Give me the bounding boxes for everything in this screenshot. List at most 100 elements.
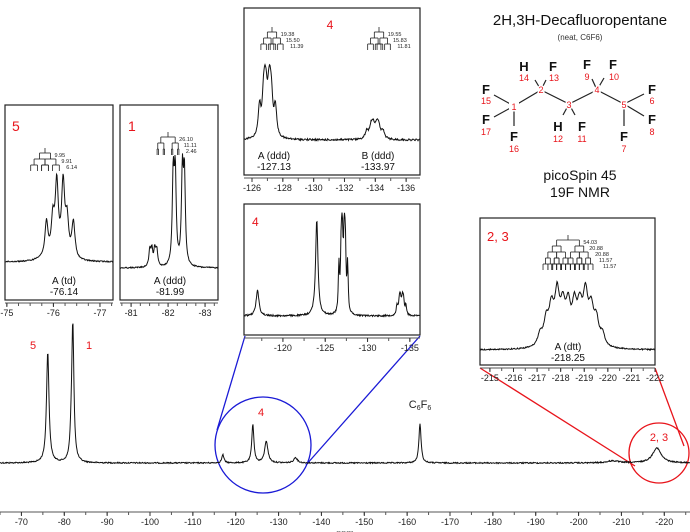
inset-label-1: 1 xyxy=(128,118,136,134)
atom-number: 9 xyxy=(584,72,589,82)
zoom-indicator-23 xyxy=(479,367,690,484)
inset-1-tick-label: -82 xyxy=(162,308,175,318)
zoom-line xyxy=(305,335,421,466)
main-spectrum-tick-label: -160 xyxy=(398,517,416,527)
inset-1-trace xyxy=(119,153,219,270)
bond xyxy=(534,79,542,91)
main-spectrum-tick-label: -220 xyxy=(655,517,673,527)
zoom-line xyxy=(654,367,685,447)
peak-label-23: 2, 3 xyxy=(650,432,668,444)
inset-4b-trace xyxy=(243,212,421,318)
main-spectrum-tick-label: -110 xyxy=(184,517,201,527)
atom-f13: F xyxy=(549,59,557,74)
peak-label-c6f6: C6F6 xyxy=(409,399,432,412)
coupling-constant: 11.81 xyxy=(397,44,410,50)
main-spectrum-trace xyxy=(0,323,690,465)
atom-f16: F xyxy=(510,129,518,144)
zoom-line xyxy=(479,367,636,467)
inset-4a-tick-label: -136 xyxy=(397,183,415,193)
experiment-label: 19F NMR xyxy=(550,184,610,200)
main-spectrum-tick-label: -140 xyxy=(312,517,330,527)
carbon-number-4: 4 xyxy=(594,85,599,95)
zoom-circle-23 xyxy=(628,422,690,484)
main-spectrum-tick-label: -200 xyxy=(570,517,588,527)
inset-23-tick-label: -219 xyxy=(575,373,593,383)
inset-label-23: 2, 3 xyxy=(487,229,509,244)
inset-4b-tick-label: -135 xyxy=(401,343,419,353)
inset-5-tick-label: -77 xyxy=(93,308,106,318)
coupling-constant: 54.03 xyxy=(583,240,597,246)
bond xyxy=(591,78,598,91)
peak-label-1: 1 xyxy=(86,340,92,352)
x-axis-label: ppm xyxy=(336,528,354,532)
peak-label-4: 4 xyxy=(258,407,264,419)
atom-number: 17 xyxy=(481,127,491,137)
bond xyxy=(540,79,547,91)
instrument-label: picoSpin 45 xyxy=(543,167,616,183)
coupling-constant: 11.57 xyxy=(599,258,612,264)
inset-4a-tick-label: -134 xyxy=(366,183,384,193)
inset-1-tick-label: -83 xyxy=(199,308,212,318)
inset-4a-tick-label: -128 xyxy=(274,183,292,193)
coupling-constant: 20.88 xyxy=(595,252,609,258)
solvent-subtitle: (neat, C6F6) xyxy=(558,33,603,42)
inset-4b-tick-label: -130 xyxy=(359,343,377,353)
bond xyxy=(623,103,645,117)
coupling-constant: 11.11 xyxy=(184,143,197,149)
inset-5-tick-label: -75 xyxy=(0,308,13,318)
atom-f15: F xyxy=(482,82,490,97)
shift-5: -76.14 xyxy=(50,287,79,298)
inset-1-tick-label: -81 xyxy=(125,308,138,318)
zoom-line xyxy=(216,335,246,431)
carbon-number-1: 1 xyxy=(511,102,516,112)
coupling-constant: 19.55 xyxy=(388,32,402,38)
atom-number: 12 xyxy=(553,134,563,144)
inset-23-tick-label: -217 xyxy=(528,373,546,383)
shift-23: -218.25 xyxy=(551,353,585,364)
inset-5-trace xyxy=(4,172,114,263)
multiplicity-23: A (dtt) xyxy=(555,342,582,353)
atom-f9: F xyxy=(583,57,591,72)
main-spectrum-tick-label: -210 xyxy=(612,517,630,527)
coupling-constant: 11.39 xyxy=(290,44,303,50)
atom-number: 15 xyxy=(481,96,491,106)
inset-23-tick-label: -222 xyxy=(646,373,664,383)
multiplicity-1: A (ddd) xyxy=(154,276,186,287)
shift-1: -81.99 xyxy=(156,287,185,298)
atoms: H14 F13 F15 F17 F16 H12 F11 F9 F10 F6 F8… xyxy=(481,57,656,154)
bond xyxy=(596,77,605,91)
bond xyxy=(562,103,570,116)
atom-f7: F xyxy=(620,129,628,144)
inset-4b-frame xyxy=(243,203,421,336)
inset-5-frame xyxy=(4,104,114,301)
inset-23-trace xyxy=(479,280,656,352)
inset-label-5: 5 xyxy=(12,118,20,134)
carbon-number-3: 3 xyxy=(566,100,571,110)
coupling-constant: 6.14 xyxy=(66,165,77,171)
coupling-constant: 2.46 xyxy=(186,149,197,155)
zoom-circle-4 xyxy=(214,396,312,494)
inset-4a-frame xyxy=(243,7,421,176)
shift-4a: -127.13 xyxy=(257,162,291,173)
main-spectrum-tick-label: -190 xyxy=(527,517,545,527)
main-spectrum-tick-label: -180 xyxy=(484,517,502,527)
inset-4a-tick-label: -130 xyxy=(305,183,323,193)
coupling-constant: 9.91 xyxy=(61,159,72,165)
shift-4b: -133.97 xyxy=(361,162,395,173)
bond-c2-c3 xyxy=(540,89,570,105)
carbon-numbers: 1 2 3 4 5 xyxy=(509,84,628,114)
main-spectrum-tick-label: -90 xyxy=(101,517,114,527)
atom-f8: F xyxy=(648,112,656,127)
bond xyxy=(568,103,576,116)
inset-4a-tick-label: -126 xyxy=(243,183,261,193)
multiplicity-4a: A (ddd) xyxy=(258,151,290,162)
carbon-number-2: 2 xyxy=(538,85,543,95)
atom-number: 7 xyxy=(621,144,626,154)
inset-label-4b: 4 xyxy=(252,215,259,229)
atom-h12: H xyxy=(553,119,562,134)
atom-number: 11 xyxy=(577,134,586,144)
inset-label-4a: 4 xyxy=(327,18,334,32)
coupling-constant: 20.88 xyxy=(589,246,603,252)
atom-f11: F xyxy=(578,119,586,134)
